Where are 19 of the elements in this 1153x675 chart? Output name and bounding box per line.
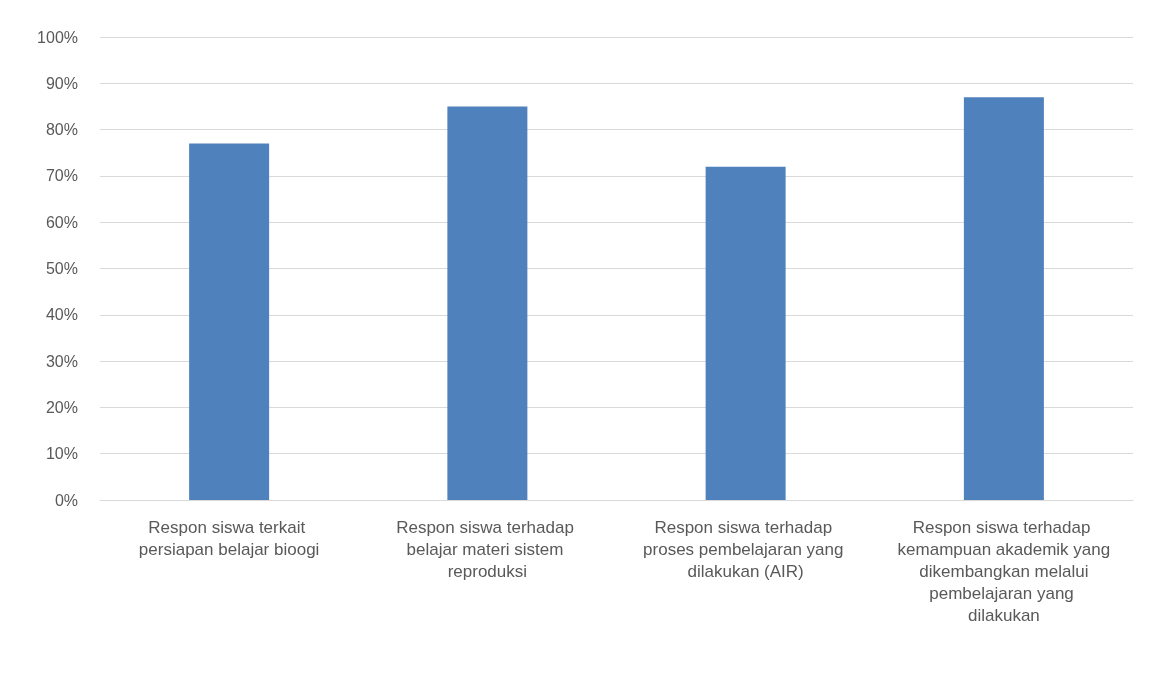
- y-tick-label: 70%: [45, 167, 78, 185]
- y-tick-label: 60%: [45, 213, 78, 231]
- y-tick-label: 10%: [45, 445, 78, 463]
- x-tick-label: Respon siswa terhadap kemampuan akademik yang dikembangkan melalui pembelajaran yang dilakukan: [897, 517, 1111, 625]
- y-tick-label: 0%: [54, 491, 78, 509]
- y-tick-label: 100%: [37, 28, 78, 46]
- bar: [963, 97, 1044, 500]
- y-tick-label: 40%: [45, 306, 78, 324]
- bar: [447, 106, 528, 500]
- y-tick-label: 30%: [45, 352, 78, 370]
- y-tick-label: 20%: [45, 398, 78, 416]
- bar: [189, 143, 270, 500]
- x-tick-label: Respon siswa terhadap belajar materi sistem reproduksi: [396, 517, 579, 581]
- x-tick-label: Respon siswa terkait persiapan belajar bioogi: [138, 517, 320, 559]
- y-tick-label: 90%: [45, 74, 78, 92]
- x-tick-label: Respon siswa terhadap proses pembelajaran yang dilakukan (AIR): [643, 517, 849, 581]
- bar: [705, 166, 786, 500]
- y-tick-label: 50%: [45, 260, 78, 277]
- y-tick-label: 80%: [45, 121, 78, 139]
